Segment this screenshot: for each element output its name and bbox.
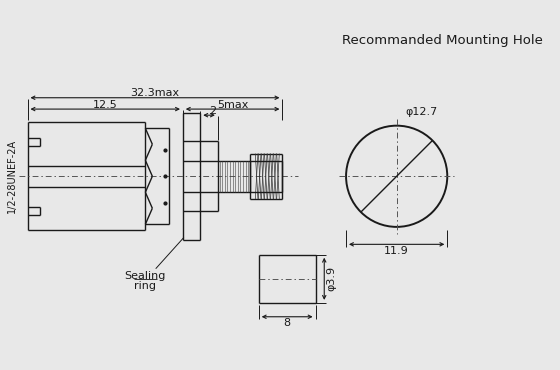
Text: 1/2-28UNEF-2A: 1/2-28UNEF-2A	[7, 139, 17, 213]
Text: 2: 2	[209, 106, 216, 116]
Text: 32.3max: 32.3max	[130, 88, 180, 98]
Text: 12.5: 12.5	[93, 100, 118, 110]
Text: 11.9: 11.9	[384, 246, 409, 256]
Text: φ3.9: φ3.9	[326, 266, 336, 291]
Text: 8: 8	[283, 318, 291, 328]
Text: Recommanded Mounting Hole: Recommanded Mounting Hole	[342, 34, 543, 47]
Text: ring: ring	[134, 281, 156, 291]
Text: Sealing: Sealing	[125, 270, 166, 280]
Text: 5max: 5max	[217, 100, 248, 110]
Text: φ12.7: φ12.7	[405, 107, 438, 117]
